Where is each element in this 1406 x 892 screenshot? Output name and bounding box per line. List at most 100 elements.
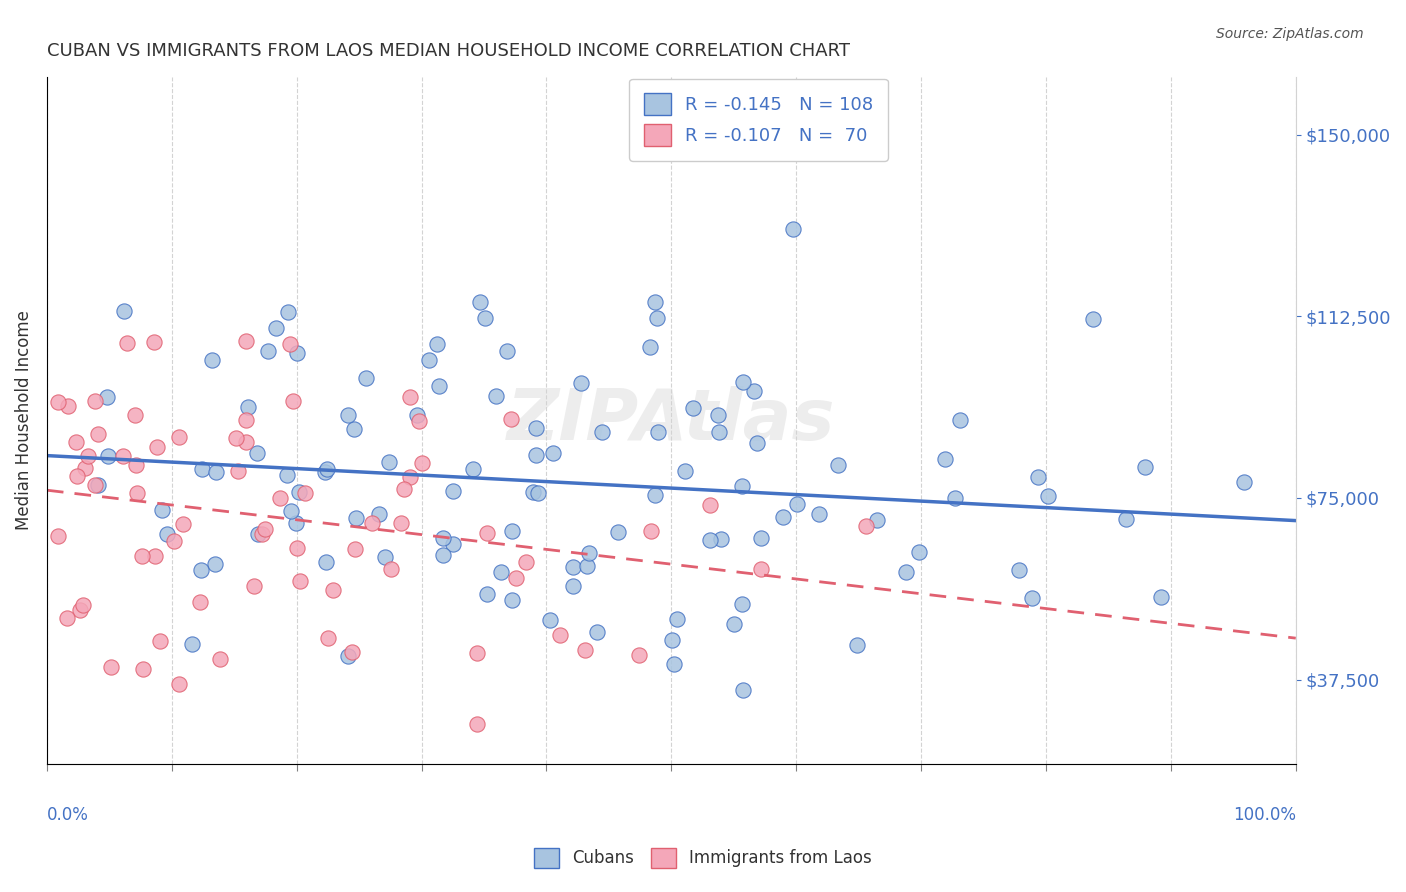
Point [143,549,166,563]
Point [124,458,146,472]
Point [287,485,309,500]
Point [405,408,427,422]
Point [146,440,169,454]
Point [131,549,153,564]
Point [1150,590,1173,604]
Point [124,408,146,422]
Point [749,531,772,545]
Point [432,531,454,545]
Text: 0.0%: 0.0% [46,805,89,823]
Y-axis label: Median Household Income: Median Household Income [15,310,32,531]
Legend: Cubans, Immigrants from Laos: Cubans, Immigrants from Laos [527,841,879,875]
Point [84,478,107,492]
Text: ZIPAtlas: ZIPAtlas [508,386,835,455]
Point [496,344,519,359]
Point [418,353,440,368]
Point [266,321,288,335]
Point [574,642,596,657]
Point [115,336,138,351]
Text: 100.0%: 100.0% [1233,805,1296,823]
Point [246,446,269,460]
Point [204,557,226,571]
Point [745,435,768,450]
Point [76,449,98,463]
Point [441,483,464,498]
Point [200,353,222,368]
Point [167,430,190,444]
Point [846,638,869,652]
Point [315,462,337,476]
Point [276,468,298,483]
Point [316,631,339,645]
Point [463,462,485,476]
Point [699,533,721,547]
Point [575,558,598,573]
Point [378,455,401,469]
Point [56,611,79,625]
Point [749,561,772,575]
Point [1115,512,1137,526]
Point [475,525,498,540]
Point [538,613,561,627]
Point [644,295,666,310]
Point [607,524,630,539]
Point [709,425,731,439]
Point [58,399,80,413]
Point [501,593,523,607]
Point [426,336,449,351]
Point [1008,563,1031,577]
Point [569,376,592,390]
Point [524,421,547,435]
Point [100,660,122,674]
Point [786,497,808,511]
Point [250,527,273,541]
Point [645,311,668,326]
Point [69,603,91,617]
Point [336,409,359,423]
Point [505,571,527,585]
Point [342,645,364,659]
Point [578,546,600,560]
Point [586,624,609,639]
Point [733,683,755,698]
Point [131,662,153,676]
Point [65,434,87,449]
Point [83,393,105,408]
Text: Source: ZipAtlas.com: Source: ZipAtlas.com [1216,27,1364,41]
Point [97,449,120,463]
Point [280,504,302,518]
Text: CUBAN VS IMMIGRANTS FROM LAOS MEDIAN HOUSEHOLD INCOME CORRELATION CHART: CUBAN VS IMMIGRANTS FROM LAOS MEDIAN HOU… [46,42,849,60]
Point [706,409,728,423]
Point [591,425,613,440]
Point [112,450,135,464]
Point [866,513,889,527]
Point [908,545,931,559]
Point [283,394,305,409]
Point [475,587,498,601]
Point [673,464,696,478]
Point [441,537,464,551]
Point [156,527,179,541]
Point [287,541,309,555]
Point [541,446,564,460]
Point [360,516,382,530]
Point [344,511,367,525]
Point [733,375,755,389]
Point [149,634,172,648]
Point [246,526,269,541]
Point [408,414,430,428]
Point [314,465,336,479]
Point [204,466,226,480]
Point [710,532,733,546]
Point [72,599,94,613]
Point [374,550,396,565]
Point [638,340,661,354]
Point [142,334,165,349]
Point [731,479,754,493]
Point [150,503,173,517]
Point [666,612,689,626]
Point [46,529,69,543]
Point [380,561,402,575]
Point [501,524,523,538]
Point [190,563,212,577]
